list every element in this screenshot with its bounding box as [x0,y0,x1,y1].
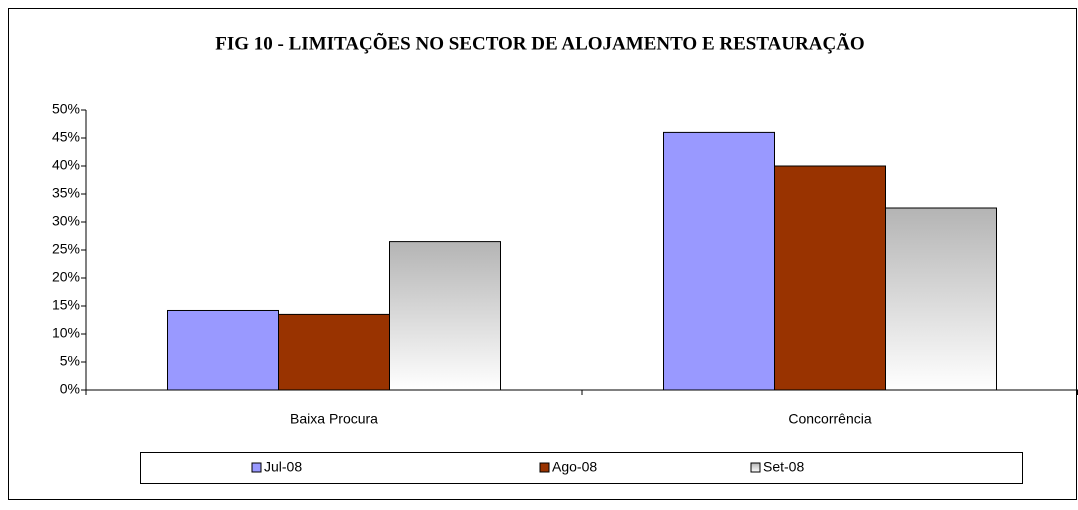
legend-box [140,452,1023,484]
y-tick-label: 50% [52,101,80,117]
chart-border [8,8,1077,500]
legend-label: Set-08 [763,459,804,475]
chart-title: FIG 10 - LIMITAÇÕES NO SECTOR DE ALOJAME… [215,32,864,54]
y-tick-label: 5% [60,353,80,369]
bar [663,131,775,391]
legend-label: Jul-08 [264,459,302,475]
y-tick-label: 25% [52,241,80,257]
y-tick-label: 0% [60,381,80,397]
y-tick-label: 30% [52,213,80,229]
legend-label: Ago-08 [552,459,597,475]
bar [389,241,501,391]
bar [774,165,886,391]
legend-swatch [539,462,550,473]
bar [885,207,997,391]
legend-swatch [251,462,262,473]
y-tick-label: 10% [52,325,80,341]
bar [278,313,390,391]
y-tick-label: 40% [52,157,80,173]
x-tick-label: Baixa Procura [290,411,378,427]
y-tick-label: 20% [52,269,80,285]
y-tick-label: 35% [52,185,80,201]
bar [167,309,279,391]
x-tick-label: Concorrência [788,411,871,427]
y-tick-label: 15% [52,297,80,313]
y-tick-label: 45% [52,129,80,145]
legend-swatch [750,462,761,473]
